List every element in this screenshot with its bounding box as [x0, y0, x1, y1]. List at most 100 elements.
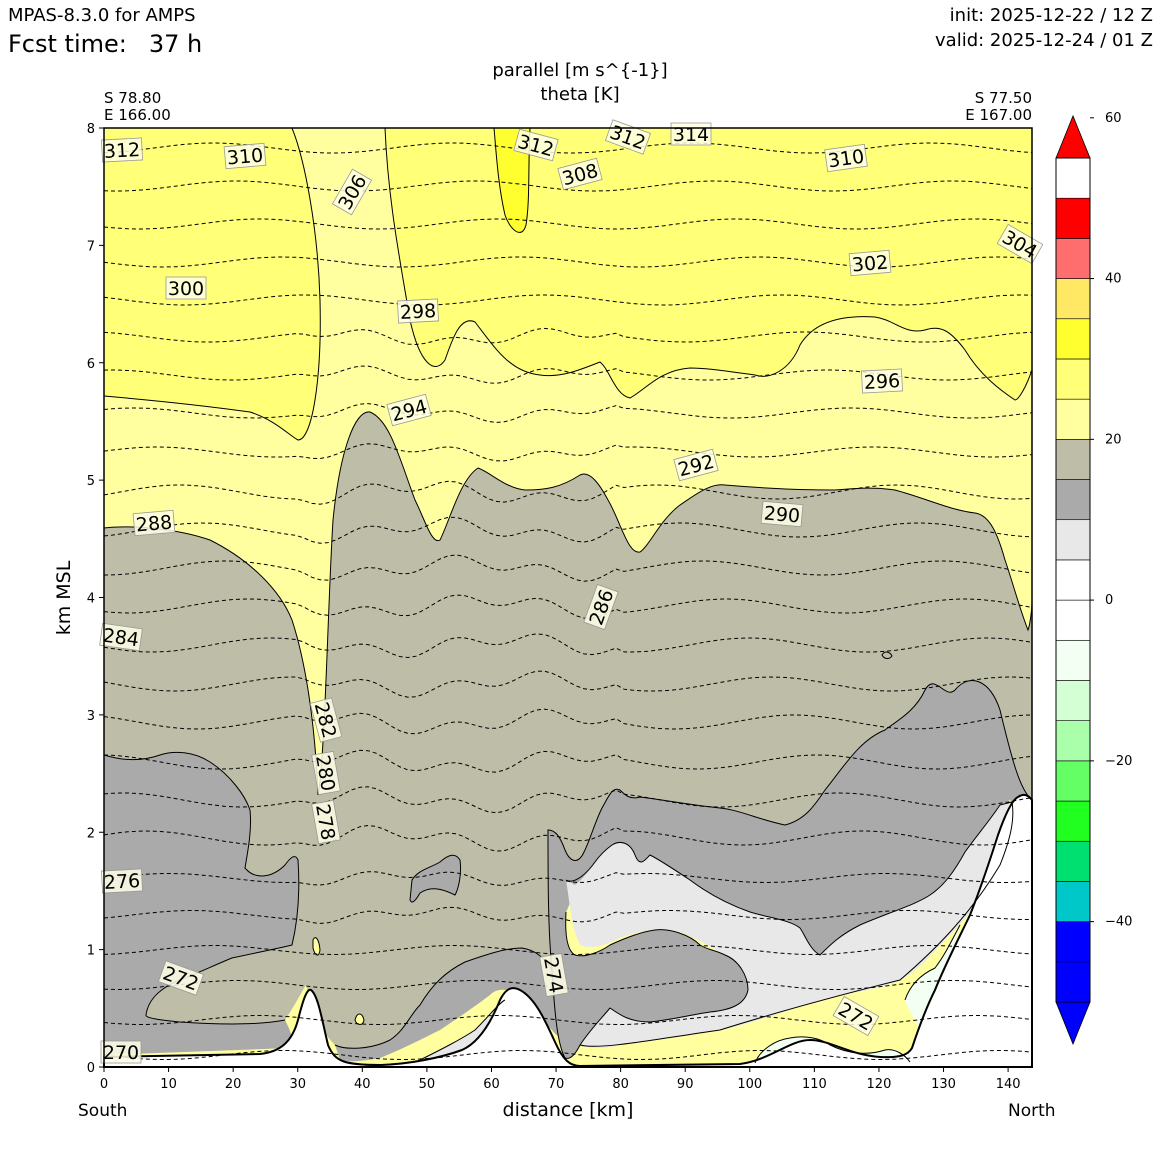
wind-contour-line — [904, 924, 961, 1001]
x-tick-label: 50 — [419, 1077, 436, 1092]
y-tick-label: 3 — [87, 709, 95, 724]
fill-wind-10-15-bottom — [335, 948, 562, 1062]
y-tick-label: 5 — [87, 474, 95, 489]
x-tick-label: 20 — [225, 1077, 242, 1092]
x-tick-label: 130 — [931, 1077, 956, 1092]
axes: 0 10 20 30 40 50 60 70 80 90 100 110 120 130 140 0 1 2 3 4 5… — [87, 122, 1021, 1092]
wind-contour-line — [104, 128, 321, 441]
theta-label-text: 276 — [103, 870, 140, 894]
x-tick-label: 90 — [677, 1077, 694, 1092]
chart-subtitle: theta [K] — [540, 84, 620, 105]
theta-label: 276 — [101, 868, 143, 894]
fill-wind-5-10 — [566, 802, 1013, 1049]
theta-contour-line — [104, 944, 1032, 956]
theta-label: 270 — [100, 1040, 142, 1064]
colorbar-segment — [1055, 840, 1091, 882]
theta-contour-line — [104, 670, 1032, 698]
colorbar-segment — [1055, 800, 1091, 842]
y-tick-label: 0 — [87, 1061, 95, 1076]
x-tick-label: 10 — [160, 1077, 177, 1092]
theta-label: 284 — [99, 622, 143, 652]
theta-label: 298 — [397, 298, 439, 324]
colorbar-segment — [1055, 881, 1091, 922]
colorbar-segment — [1055, 559, 1091, 601]
theta-label: 310 — [824, 143, 868, 173]
x-tick-label: 140 — [996, 1077, 1021, 1092]
chart-title: parallel [m s^{-1}] — [492, 60, 668, 81]
theta-contour-line — [104, 633, 1032, 659]
theta-contour-line — [104, 979, 1032, 991]
theta-contour-line — [104, 327, 1032, 346]
fill-wind-10-15-island — [410, 855, 461, 903]
x-tick-label: 120 — [867, 1077, 892, 1092]
theta-label-text: 312 — [103, 139, 140, 163]
theta-label-text: 310 — [827, 146, 866, 173]
colorbar-frame — [1055, 157, 1091, 1003]
colorbar-segment — [1055, 358, 1091, 400]
colorbar-segment — [1055, 639, 1091, 681]
theta-label: 312 — [101, 137, 143, 163]
theta-contour-line — [104, 824, 1032, 852]
theta-label-text: 270 — [103, 1042, 139, 1064]
colorbar-segment — [1055, 278, 1091, 320]
left-endpoint-lon: E 166.00 — [104, 106, 171, 124]
theta-contour-line — [104, 594, 1032, 619]
north-label: North — [1008, 1101, 1056, 1121]
filled-contours — [104, 128, 1032, 1067]
y-tick-label: 7 — [87, 239, 95, 254]
colorbar-tick-label: 60 — [1105, 111, 1122, 126]
theta-label-text: 302 — [851, 251, 889, 276]
theta-isentropes — [104, 142, 1032, 1061]
theta-contour-line — [104, 708, 1032, 735]
right-endpoint-lon: E 167.00 — [965, 106, 1032, 124]
x-tick-label: 100 — [737, 1077, 762, 1092]
colorbar-segment — [1055, 238, 1091, 279]
x-tick-label: 110 — [802, 1077, 827, 1092]
y-tick-label: 2 — [87, 826, 95, 841]
colorbar-segment — [1055, 961, 1091, 1003]
wind-contour-line — [881, 651, 893, 659]
fill-wind-10-15-center — [548, 680, 1032, 1059]
colorbar-tick-label: −40 — [1105, 915, 1132, 930]
colorbar-segment — [1055, 720, 1091, 762]
theta-contour-line — [104, 906, 1032, 924]
theta-label-text: 298 — [399, 300, 436, 324]
theta-label-text: 290 — [763, 502, 801, 527]
theta-contour-line — [104, 516, 1032, 544]
theta-label: 272 — [832, 995, 880, 1037]
x-tick-label: 60 — [483, 1077, 500, 1092]
init-time: init: 2025-12-22 / 12 Z — [949, 5, 1153, 26]
theta-label: 310 — [223, 142, 267, 170]
south-label: South — [78, 1101, 128, 1121]
wind-contour-line — [551, 911, 749, 1059]
colorbar-extend-min — [1055, 1001, 1091, 1046]
theta-label-text: 296 — [863, 370, 900, 394]
colorbar-segment — [1055, 680, 1091, 721]
x-tick-label: 80 — [612, 1077, 629, 1092]
colorbar-segment — [1055, 439, 1091, 480]
theta-contour-line — [104, 554, 1032, 582]
theta-contour-line — [104, 786, 1032, 814]
theta-label: 314 — [670, 122, 712, 146]
wind-contour-line — [579, 801, 1014, 1047]
model-title: MPAS-8.3.0 for AMPS — [8, 5, 196, 26]
theta-label-text: 284 — [101, 625, 140, 652]
y-tick-label: 1 — [87, 944, 95, 959]
colorbar-tick-label: 0 — [1105, 593, 1113, 608]
theta-contour-line — [104, 1014, 1032, 1026]
theta-contour-line — [104, 1049, 1032, 1061]
theta-contour-line — [104, 871, 1032, 886]
theta-label-text: 314 — [673, 124, 709, 146]
wind-contour-line — [409, 854, 461, 903]
x-tick-label: 70 — [548, 1077, 565, 1092]
forecast-time-value: 37 h — [148, 30, 203, 58]
theta-contour-line — [104, 749, 1032, 773]
x-tick-label: 0 — [100, 1077, 108, 1092]
theta-label: 302 — [848, 249, 892, 277]
right-endpoint-lat: S 77.50 — [974, 89, 1032, 107]
colorbar-segment — [1055, 921, 1091, 963]
colorbar-segment — [1055, 519, 1091, 561]
colorbar-segment — [1055, 398, 1091, 440]
colorbar-tick-label: 40 — [1105, 272, 1122, 287]
